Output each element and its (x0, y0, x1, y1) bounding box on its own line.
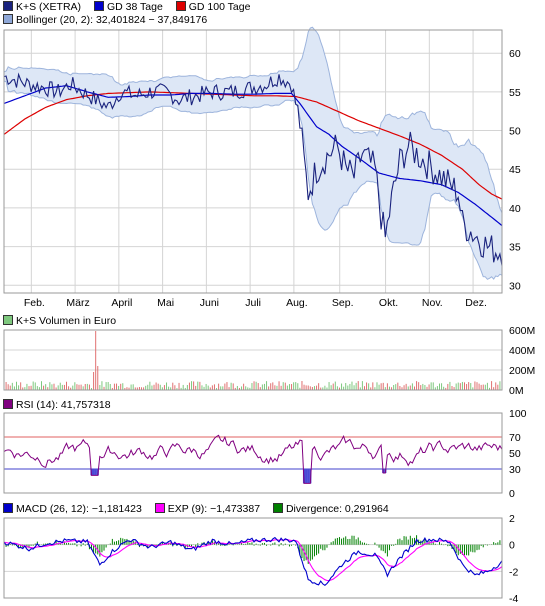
legend-swatch-price (3, 1, 13, 11)
price-legend: K+S (XETRA) GD 38 Tage GD 100 Tage (3, 1, 260, 15)
exp-signal-line (3, 539, 503, 582)
price-axis-tick-label: 40 (509, 203, 521, 215)
month-tick-label: Feb. (24, 297, 45, 309)
bollinger-lower-line (3, 80, 503, 280)
legend-item-ma38: GD 38 Tage (93, 1, 163, 14)
legend-swatch-exp (154, 503, 165, 513)
month-tick-label: Okt. (379, 297, 398, 309)
legend-item-price: K+S (XETRA) (3, 1, 81, 14)
legend-swatch-ma100 (175, 1, 186, 11)
legend-label-volume: K+S Volumen in Euro (16, 315, 117, 327)
price-axis-tick-label: 55 (509, 87, 521, 99)
legend-label-macd: MACD (26, 12): −1,181423 (16, 503, 142, 515)
legend-swatch-macd (3, 503, 13, 513)
legend-swatch-bollinger (3, 14, 13, 24)
legend-item-exp: EXP (9): −1,473387 (154, 503, 261, 516)
legend-item-ma100: GD 100 Tage (175, 1, 251, 14)
volume-axis-tick-label: 400M (509, 345, 535, 357)
macd-axis-tick-label: -2 (509, 566, 518, 578)
legend-label-ma38: GD 38 Tage (106, 1, 163, 13)
rsi-legend: RSI (14): 41,757318 (3, 399, 121, 413)
rsi-axis-tick-label: 70 (509, 432, 521, 444)
legend-label-bollinger: Bollinger (20, 2): 32,401824 − 37,849176 (16, 14, 208, 26)
price-line (3, 72, 503, 266)
macd-frame (3, 517, 503, 599)
month-tick-label: April (111, 297, 132, 309)
month-tick-label: Aug. (286, 297, 308, 309)
rsi-line (3, 434, 503, 484)
legend-swatch-ma38 (93, 1, 104, 11)
rsi-axis-tick-label: 30 (509, 464, 521, 476)
month-tick-label: Nov. (422, 297, 443, 309)
bollinger-legend: Bollinger (20, 2): 32,401824 − 37,849176 (3, 14, 217, 28)
legend-swatch-rsi (3, 399, 13, 409)
legend-item-macd: MACD (26, 12): −1,181423 (3, 503, 142, 516)
price-axis-tick-label: 45 (509, 164, 521, 176)
legend-label-price: K+S (XETRA) (16, 1, 82, 13)
price-axis-tick-label: 35 (509, 242, 521, 254)
month-tick-label: Mai (157, 297, 174, 309)
legend-item-volume: K+S Volumen in Euro (3, 315, 116, 328)
macd-legend: MACD (26, 12): −1,181423 EXP (9): −1,473… (3, 503, 399, 517)
legend-swatch-volume (3, 315, 13, 325)
month-tick-label: Juli (245, 297, 261, 309)
price-axis-tick-label: 30 (509, 280, 521, 292)
rsi-axis-tick-label: 50 (509, 448, 521, 460)
rsi-axis-tick-label: 100 (509, 408, 527, 420)
price-axis-tick-label: 50 (509, 126, 521, 138)
month-tick-label: März (66, 297, 89, 309)
month-tick-label: Dez. (465, 297, 487, 309)
price-axis-tick-label: 60 (509, 48, 521, 60)
rsi-frame (3, 412, 503, 494)
month-tick-label: Juni (200, 297, 219, 309)
bollinger-upper-line (3, 26, 503, 214)
legend-item-rsi: RSI (14): 41,757318 (3, 399, 111, 412)
price-chart: 30 35 40 45 50 55 60 Feb. März April Mai Juni Juli Au… (3, 26, 521, 309)
month-tick-label: Sep. (332, 297, 354, 309)
bollinger-band-area (4, 27, 502, 280)
volume-axis-tick-label: 0M (509, 385, 524, 397)
macd-axis-tick-label: 2 (509, 513, 515, 525)
rsi-axis-tick-label: 0 (509, 488, 515, 500)
legend-item-bollinger: Bollinger (20, 2): 32,401824 − 37,849176 (3, 14, 207, 27)
macd-axis-tick-label: -4 (509, 593, 518, 605)
legend-label-ma100: GD 100 Tage (188, 1, 251, 13)
legend-label-exp: EXP (9): −1,473387 (167, 503, 261, 515)
macd-line (3, 536, 503, 586)
volume-axis-tick-label: 200M (509, 365, 535, 377)
legend-item-divergence: Divergence: 0,291964 (272, 503, 389, 516)
macd-axis-tick-label: 0 (509, 540, 515, 552)
volume-axis-tick-label: 600M (509, 325, 535, 337)
ma38-line (3, 85, 503, 227)
legend-label-rsi: RSI (14): 41,757318 (16, 399, 111, 411)
volume-legend: K+S Volumen in Euro (3, 315, 126, 329)
legend-label-divergence: Divergence: 0,291964 (285, 503, 389, 515)
legend-swatch-divergence (272, 503, 283, 513)
volume-frame (3, 329, 503, 391)
price-frame (3, 29, 503, 294)
